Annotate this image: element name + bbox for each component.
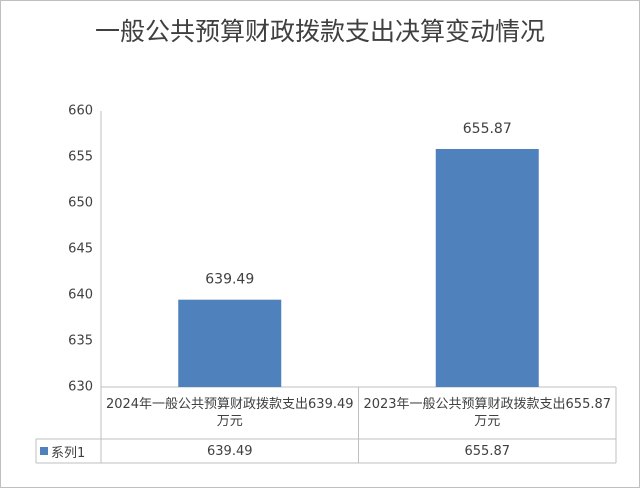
y-tick-label: 630 [68,380,93,395]
bar [435,148,539,387]
y-tick-label: 635 [68,334,93,349]
y-tick-label: 640 [68,288,93,303]
y-tick-label: 650 [68,196,93,211]
x-tick-label: 2024年一般公共预算财政拨款支出639.49万元 [105,397,354,429]
legend-entry: 系列1 [40,439,85,463]
chart-title: 一般公共预算财政拨款支出决算变动情况 [94,17,545,46]
legend-label: 系列1 [51,445,86,461]
data-label: 655.87 [463,121,512,137]
data-label: 639.49 [205,272,254,288]
legend-swatch [40,447,48,455]
y-tick-label: 655 [68,150,93,165]
y-tick-label: 645 [68,242,93,257]
table-value: 655.87 [464,443,511,459]
table-value: 639.49 [207,443,253,459]
x-tick-label: 2023年一般公共预算财政拨款支出655.87万元 [363,397,612,429]
bar [178,299,282,387]
y-tick-label: 660 [68,104,93,119]
